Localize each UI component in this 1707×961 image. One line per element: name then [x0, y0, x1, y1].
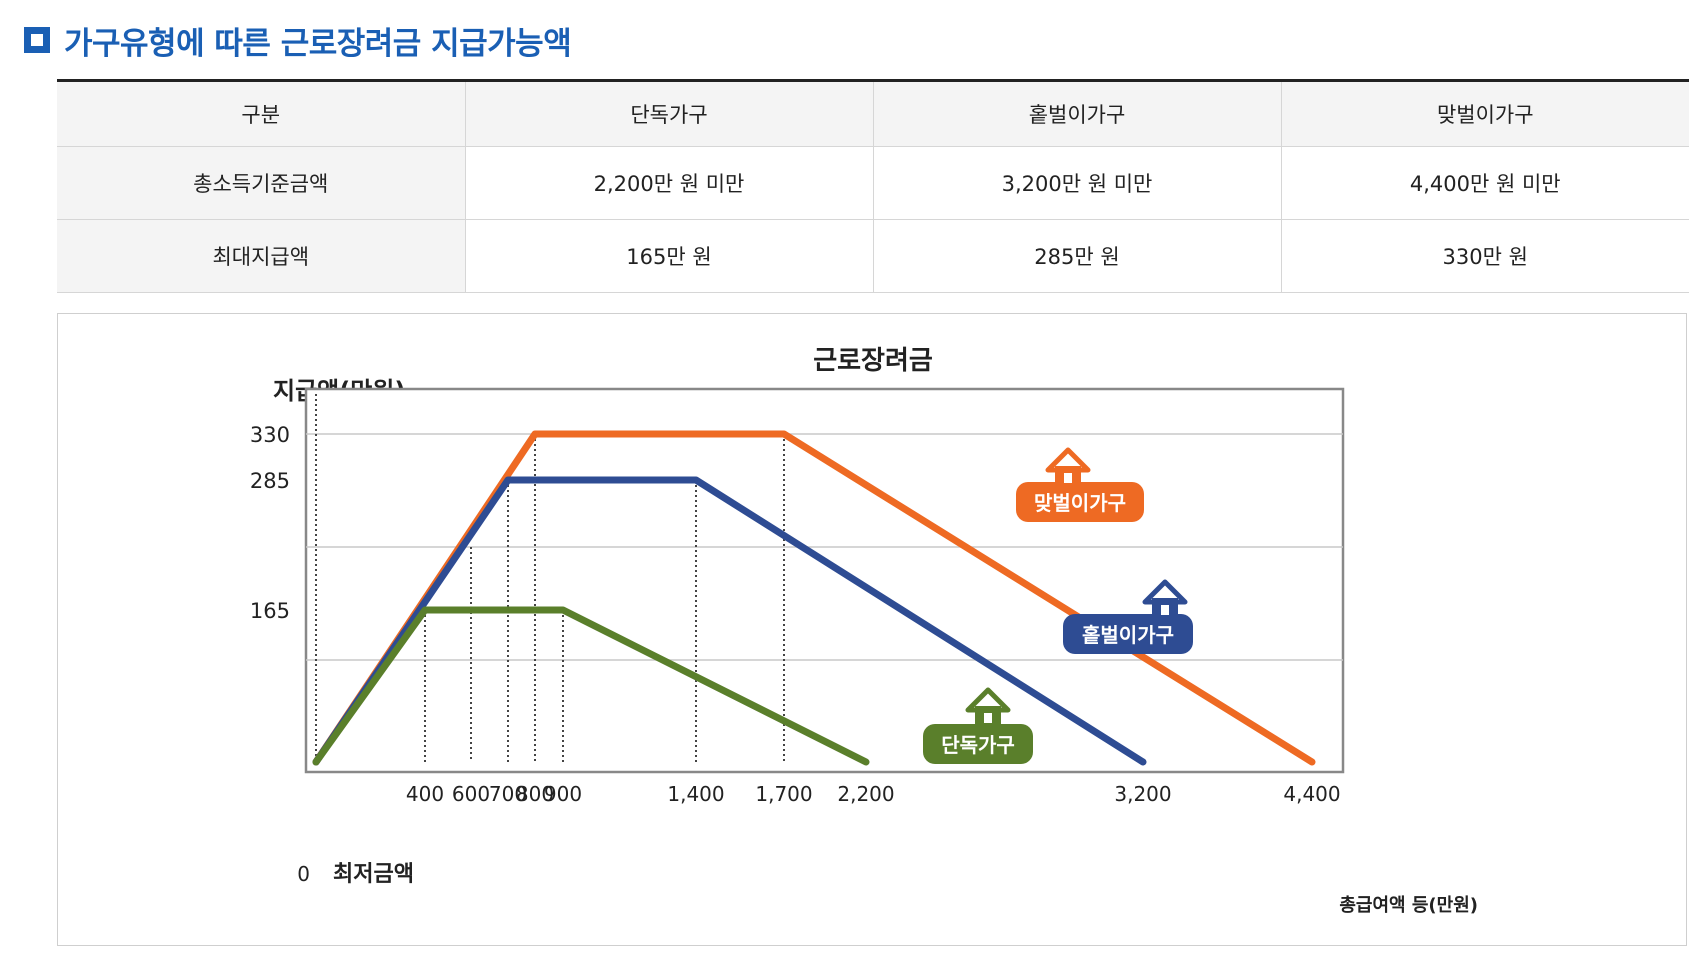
- x-tick-label: 800: [516, 782, 554, 806]
- cell-dual-earner-income: 4,400만 원 미만: [1280, 146, 1689, 220]
- section-heading: 가구유형에 따른 근로장려금 지급가능액: [24, 18, 572, 62]
- legend-badge-1: 홑벌이가구: [1063, 579, 1193, 654]
- y-tick-label: 330: [250, 423, 290, 447]
- header-single-earner: 홑벌이가구: [872, 80, 1281, 147]
- house-door: [1064, 473, 1072, 483]
- x-tick-label: 900: [544, 782, 582, 806]
- legend-badge-0: 맞벌이가구: [1016, 447, 1144, 522]
- house-icon: [965, 687, 1011, 726]
- legend-badge-bg: [923, 724, 1033, 764]
- cell-single-max: 165만 원: [464, 219, 873, 293]
- x-tick-label: 3,200: [1114, 782, 1171, 806]
- cell-single-income: 2,200만 원 미만: [464, 146, 873, 220]
- row-label-max-payment: 최대지급액: [57, 219, 465, 293]
- table-header-row: 구분 단독가구 홑벌이가구 맞벌이가구: [57, 80, 1689, 147]
- chart-container: 근로장려금 지급액(만원) 총급여액 등(만원) 0 최저금액 33028516…: [57, 313, 1687, 946]
- eitc-summary-table: 구분 단독가구 홑벌이가구 맞벌이가구 총소득기준금액 2,200만 원 미만 …: [57, 79, 1689, 293]
- eitc-chart: 근로장려금 지급액(만원) 총급여액 등(만원) 0 최저금액 33028516…: [250, 346, 1478, 916]
- legend-badge-label: 단독가구: [941, 733, 1015, 757]
- plot-frame: [304, 387, 1345, 774]
- legend-badge-2: 단독가구: [923, 687, 1033, 764]
- x-tick-label: 400: [406, 782, 444, 806]
- y-tick-label: 165: [250, 599, 290, 623]
- x-tick-label: 700: [489, 782, 527, 806]
- header-category: 구분: [57, 80, 465, 147]
- house-door: [984, 713, 992, 723]
- chart-title: 근로장려금: [813, 346, 933, 376]
- origin-label: 0: [297, 862, 310, 886]
- x-tick-label: 600: [452, 782, 490, 806]
- header-dual-earner: 맞벌이가구: [1280, 80, 1689, 147]
- x-tick-label: 4,400: [1283, 782, 1340, 806]
- cell-single-earner-income: 3,200만 원 미만: [872, 146, 1281, 220]
- series-line-1: [312, 476, 1147, 766]
- table-row: 최대지급액 165만 원 285만 원 330만 원: [57, 219, 1689, 293]
- house-icon: [1045, 447, 1091, 486]
- x-tick-label: 1,700: [755, 782, 812, 806]
- cell-single-earner-max: 285만 원: [872, 219, 1281, 293]
- legend-badge-bg: [1016, 482, 1144, 522]
- legend-badge-bg: [1063, 614, 1193, 654]
- legend-badge-label: 맞벌이가구: [1034, 491, 1126, 515]
- x-start-label: 최저금액: [333, 862, 414, 887]
- house-icon: [1142, 579, 1188, 618]
- legend-badge-label: 홑벌이가구: [1082, 623, 1174, 647]
- y-tick-label: 285: [250, 469, 290, 493]
- square-bullet-icon: [24, 27, 50, 53]
- table-row: 총소득기준금액 2,200만 원 미만 3,200만 원 미만 4,400만 원…: [57, 146, 1689, 220]
- series-line-2: [312, 606, 870, 766]
- x-tick-label: 1,400: [667, 782, 724, 806]
- row-label-income-threshold: 총소득기준금액: [57, 146, 465, 220]
- section-title: 가구유형에 따른 근로장려금 지급가능액: [64, 25, 572, 62]
- x-tick-label: 2,200: [837, 782, 894, 806]
- x-axis-label: 총급여액 등(만원): [1339, 895, 1478, 916]
- header-single: 단독가구: [464, 80, 873, 147]
- cell-dual-earner-max: 330만 원: [1280, 219, 1689, 293]
- house-door: [1161, 605, 1169, 615]
